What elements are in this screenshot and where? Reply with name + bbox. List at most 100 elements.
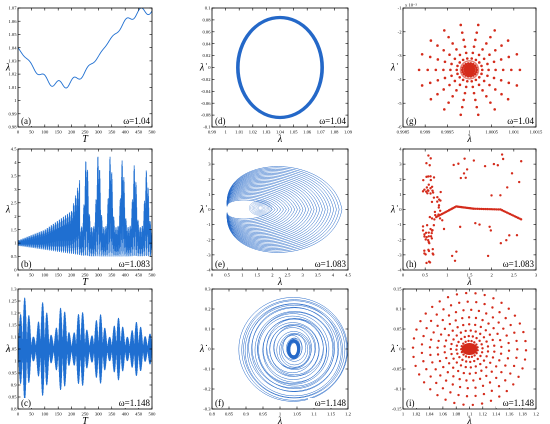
y-tick-label: 0 [399,207,402,212]
x-tick-label: 1.05 [290,130,299,135]
poincare-point [451,383,454,386]
poincare-point [459,331,463,334]
poincare-point [455,348,458,351]
y-tick-label: 0.99 [8,111,17,116]
y-tick-label: -4 [398,77,403,82]
x-tick-label: 500 [149,412,157,417]
series-line [18,297,152,401]
y-tick-label: 0.15 [393,287,402,292]
poincare-point [493,29,497,32]
poincare-point [471,403,475,407]
poincare-point [455,361,459,364]
poincare-point [476,113,480,117]
poincare-point [464,291,468,295]
poincare-point [459,113,463,117]
x-tick-label: 0 [17,412,20,417]
plot-area [226,166,343,253]
phase-orbit [251,306,335,389]
poincare-point [438,300,441,303]
poincare-point [442,88,445,91]
poincare-point [448,83,451,87]
poincare-point [515,234,519,237]
x-tick-label: 1.18 [519,412,528,417]
poincare-point [454,310,458,314]
y-tick-label: 0.95 [8,371,17,376]
poincare-point [475,105,479,109]
x-tick-label: 50 [29,273,34,278]
poincare-point [488,225,491,228]
panel-g: 0.9985 0.999 0.9995 1 1.0005 1.001 1.0015 -6 -5 -… [390,3,543,146]
poincare-point [447,362,451,365]
y-tick-label: -1 [207,222,212,227]
poincare-point [463,45,467,48]
poincare-point [462,371,466,375]
poincare-point [453,401,456,405]
omega-label: ω=1.083 [315,259,347,269]
phase-orbit [226,178,318,241]
poincare-point [426,238,430,242]
poincare-point [492,60,496,64]
x-tick-label: 1.09 [344,130,353,135]
poincare-point [423,249,426,252]
x-tick-label: 300 [95,412,103,417]
poincare-point [519,218,523,221]
omega-label: ω=1.04 [319,116,346,126]
x-axis-label: λ [466,134,472,145]
y-tick-label: 0.1 [205,327,211,332]
panel-tag: (c) [21,398,31,408]
poincare-point [515,356,518,359]
poincare-point [486,350,490,353]
poincare-point [425,162,428,165]
poincare-point [494,48,497,52]
x-tick-label: 400 [122,130,130,135]
inner-orbit [288,341,299,357]
phase-orbit [282,333,307,362]
poincare-point [474,330,477,333]
poincare-point [498,338,502,342]
y-tick-label: -0.05 [392,367,402,372]
phase-orbit [226,185,304,234]
poincare-point [447,101,450,104]
poincare-point [470,79,474,83]
poincare-point [506,186,509,189]
poincare-point [420,351,424,355]
poincare-point [465,379,468,382]
poincare-point [500,301,503,305]
poincare-point [488,53,491,57]
poincare-point [481,347,484,350]
poincare-point [477,53,481,57]
omega-label: ω=1.04 [123,116,150,126]
omega-label: ω=1.083 [503,259,535,269]
poincare-point [499,242,503,245]
poincare-point [432,176,436,179]
y-tick-label: 0.2 [205,307,211,312]
poincare-point [509,372,512,375]
phase-orbit [262,318,327,383]
y-tick-label: 1.5 [11,227,17,232]
poincare-point [462,38,465,42]
poincare-point [497,385,501,388]
poincare-point [464,360,468,363]
inner-orbit [251,202,270,214]
poincare-point [443,29,446,32]
x-tick-label: 200 [68,412,76,417]
poincare-cluster-ring [459,60,480,80]
poincare-point [488,83,491,87]
y-tick-label: -0.15 [392,407,402,412]
x-tick-label: 50 [29,412,34,417]
poincare-point [425,175,428,179]
poincare-point [451,329,454,332]
poincare-point [463,157,466,160]
poincare-point [483,302,486,306]
x-tick-label: 0.5 [224,273,230,278]
poincare-point [428,55,432,59]
poincare-point [459,364,463,367]
y-tick-label: 0 [208,65,211,70]
x-tick-label: 250 [82,273,90,278]
poincare-point [428,81,432,85]
y-axis-label: λ̇ [199,205,207,216]
x-tick-label: 1.5 [467,273,473,278]
poincare-point [470,308,473,312]
poincare-point [427,183,430,186]
poincare-point [429,39,433,42]
